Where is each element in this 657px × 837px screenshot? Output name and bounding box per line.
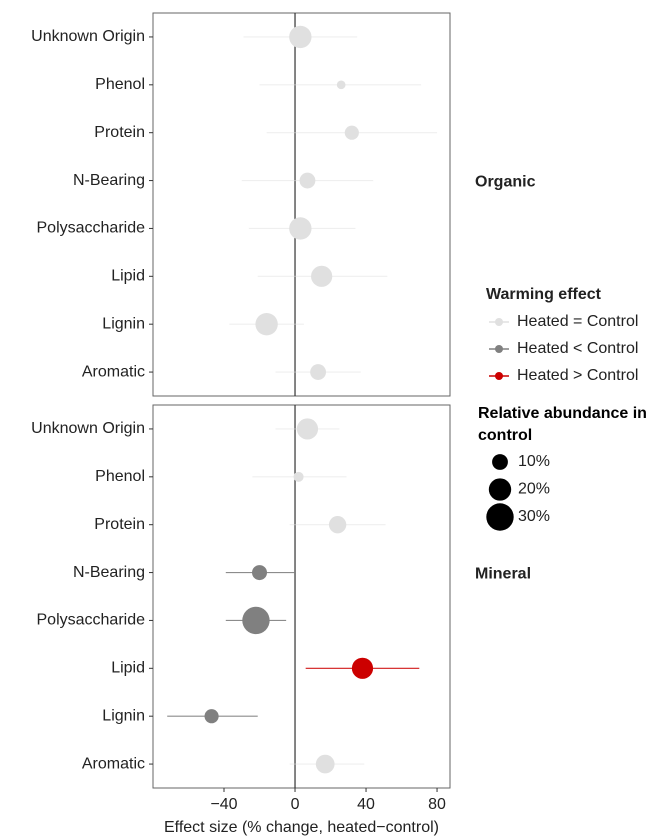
legend-dot: [495, 345, 503, 353]
legend-title: Warming effect: [486, 286, 602, 303]
point: [311, 265, 333, 287]
point: [289, 217, 312, 240]
point: [351, 657, 374, 679]
point: [293, 471, 304, 482]
x-tick-label: −40: [210, 796, 237, 813]
y-tick-label: Lignin: [102, 707, 145, 724]
legend-label: Heated = Control: [517, 313, 638, 330]
y-tick-label: Polysaccharide: [37, 612, 146, 629]
size-legend-label: 30%: [518, 508, 550, 525]
y-tick-label: Phenol: [95, 76, 145, 93]
point: [296, 418, 319, 440]
point: [315, 754, 335, 774]
y-tick-label: Protein: [94, 516, 145, 533]
y-tick-label: Aromatic: [82, 363, 145, 380]
y-tick-label: N-Bearing: [73, 564, 145, 581]
size-legend-label: 20%: [518, 481, 550, 498]
point: [299, 172, 316, 189]
point: [252, 565, 268, 581]
size-legend-dot: [486, 503, 514, 531]
point: [336, 80, 346, 90]
x-tick-label: 40: [357, 796, 375, 813]
point: [255, 313, 278, 336]
y-tick-label: Lipid: [111, 268, 145, 285]
legend-dot: [495, 372, 503, 380]
y-tick-label: Polysaccharide: [37, 220, 146, 237]
size-legend-dot: [492, 454, 508, 470]
legend-label: Heated < Control: [517, 340, 638, 357]
point: [289, 25, 312, 49]
y-tick-label: Unknown Origin: [31, 420, 145, 437]
size-legend-label: 10%: [518, 453, 550, 470]
y-tick-label: Unknown Origin: [31, 28, 145, 45]
point: [328, 516, 347, 534]
y-tick-label: Protein: [94, 124, 145, 141]
x-tick-label: 0: [291, 796, 300, 813]
point: [204, 709, 219, 724]
point: [344, 125, 359, 140]
panel-border: [152, 12, 451, 397]
facet-label: Organic: [475, 174, 536, 191]
x-axis-title: Effect size (% change, heated−control): [164, 819, 439, 836]
size-legend-title: Relative abundance in control: [478, 405, 647, 444]
legend-label: Heated > Control: [517, 367, 638, 384]
y-tick-label: N-Bearing: [73, 172, 145, 189]
y-tick-label: Aromatic: [82, 755, 145, 772]
y-tick-label: Phenol: [95, 468, 145, 485]
panel-border: [152, 404, 451, 789]
point: [310, 364, 327, 380]
point: [242, 606, 270, 635]
x-tick-label: 80: [428, 796, 446, 813]
size-legend-dot: [488, 478, 512, 501]
y-tick-label: Lipid: [111, 660, 145, 677]
legend-dot: [495, 318, 503, 326]
facet-label: Mineral: [475, 566, 531, 583]
y-tick-label: Lignin: [102, 315, 145, 332]
